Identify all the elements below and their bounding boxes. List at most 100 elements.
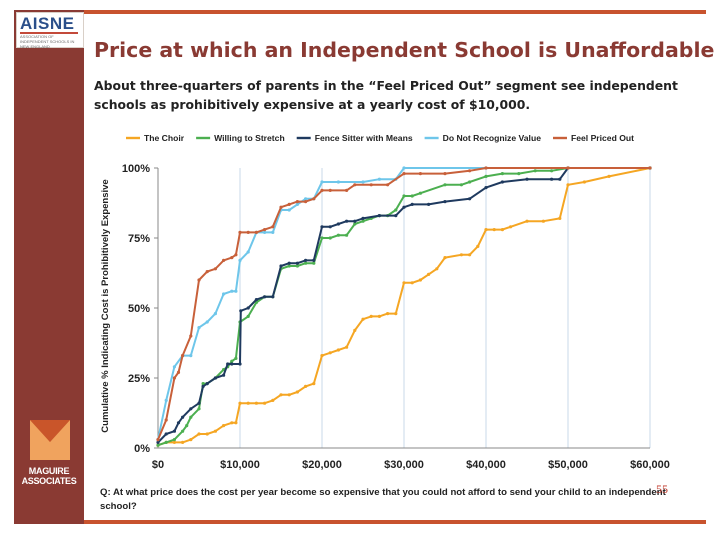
data-point — [238, 258, 242, 262]
data-point — [566, 166, 570, 170]
data-point — [304, 197, 308, 201]
data-point — [492, 228, 496, 232]
data-point — [189, 415, 193, 419]
y-tick-label: 100% — [122, 163, 150, 175]
x-tick-label: $30,000 — [384, 459, 424, 471]
data-point — [304, 200, 308, 204]
data-point — [500, 172, 504, 176]
data-point — [328, 225, 332, 229]
data-point — [295, 261, 299, 265]
data-point — [271, 225, 275, 229]
data-point — [189, 354, 193, 358]
data-point — [279, 264, 283, 268]
legend-item: Fence Sitter with Means — [296, 133, 413, 143]
data-point — [295, 264, 299, 268]
data-point — [271, 398, 275, 402]
data-point — [287, 393, 291, 397]
data-point — [213, 267, 217, 271]
y-tick-label: 0% — [134, 443, 150, 455]
series-1 — [156, 166, 652, 447]
data-point — [517, 172, 521, 176]
chart-legend: The Choir Willing to Stretch Fence Sitter … — [126, 133, 634, 143]
data-point — [410, 194, 414, 198]
aisne-logo-bar — [20, 32, 78, 34]
data-point — [361, 219, 365, 223]
data-point — [443, 183, 447, 187]
data-point — [156, 440, 160, 444]
data-point — [353, 328, 357, 332]
data-point — [418, 172, 422, 176]
data-point — [328, 351, 332, 355]
data-point — [402, 205, 406, 209]
data-point — [484, 186, 488, 190]
data-point — [427, 272, 431, 276]
data-point — [443, 200, 447, 204]
data-point — [246, 306, 250, 310]
data-point — [254, 401, 258, 405]
y-tick-label: 25% — [128, 373, 150, 385]
data-point — [205, 270, 209, 274]
legend-label: Do Not Recognize Value — [443, 133, 542, 143]
data-point — [550, 169, 554, 173]
data-point — [222, 424, 226, 428]
data-point — [328, 236, 332, 240]
data-point — [361, 180, 365, 184]
data-point — [172, 376, 176, 380]
x-tick-label: $40,000 — [466, 459, 506, 471]
data-point — [361, 317, 365, 321]
data-point — [287, 264, 291, 268]
data-point — [201, 384, 205, 388]
x-tick-label: $10,000 — [220, 459, 260, 471]
data-point — [263, 228, 267, 232]
data-point — [263, 401, 267, 405]
data-point — [320, 236, 324, 240]
data-point — [230, 421, 234, 425]
data-point — [402, 172, 406, 176]
x-tick-label: $60,000 — [630, 459, 670, 471]
data-point — [238, 362, 242, 366]
x-tick-label: $50,000 — [548, 459, 588, 471]
data-point — [234, 253, 238, 257]
data-point — [377, 314, 381, 318]
series-line — [157, 167, 650, 440]
data-point — [222, 292, 226, 296]
data-point — [500, 228, 504, 232]
data-point — [254, 230, 258, 234]
data-point — [189, 334, 193, 338]
data-point — [287, 202, 291, 206]
data-point — [234, 289, 238, 293]
x-tick-label: $0 — [152, 459, 164, 471]
data-point — [377, 177, 381, 181]
data-point — [263, 295, 267, 299]
data-point — [353, 222, 357, 226]
data-point — [181, 440, 185, 444]
data-point — [197, 407, 201, 411]
data-point — [197, 278, 201, 282]
data-point — [222, 373, 226, 377]
aisne-logo: AISNE ASSOCIATION OF INDEPENDENT SCHOOLS… — [16, 12, 84, 49]
data-point — [468, 197, 472, 201]
data-point — [295, 202, 299, 206]
data-point — [172, 438, 176, 442]
data-point — [377, 214, 381, 218]
data-point — [509, 225, 513, 229]
data-point — [230, 362, 234, 366]
data-point — [271, 230, 275, 234]
data-point — [222, 258, 226, 262]
data-point — [213, 312, 217, 316]
data-point — [164, 398, 168, 402]
data-point — [304, 384, 308, 388]
data-point — [320, 354, 324, 358]
data-point — [402, 281, 406, 285]
data-point — [394, 214, 398, 218]
data-point — [336, 233, 340, 237]
data-point — [648, 166, 652, 170]
data-point — [320, 180, 324, 184]
legend-item: Do Not Recognize Value — [424, 133, 542, 143]
data-point — [484, 166, 488, 170]
data-point — [410, 202, 414, 206]
chart-series — [156, 166, 652, 447]
data-point — [328, 188, 332, 192]
chart-axes — [154, 167, 650, 449]
chart-tick-labels: $0 $10,000 $20,000 $30,000 $40,000 $50,000 $60… — [122, 163, 670, 471]
